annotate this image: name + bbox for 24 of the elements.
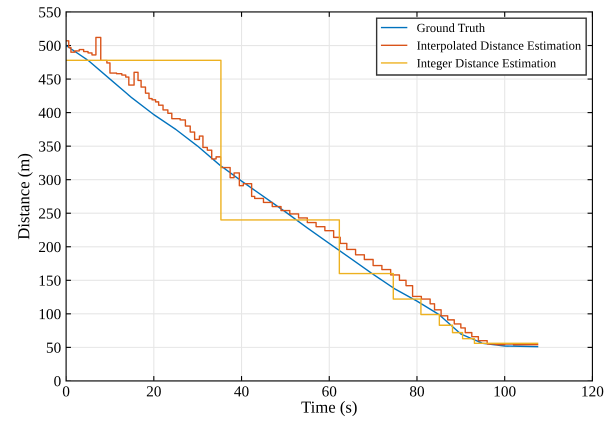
y-axis-title: Distance (m)	[18, 154, 33, 240]
x-tick-label: 60	[322, 386, 336, 397]
y-tick-label: 150	[40, 275, 61, 286]
legend-label: Interpolated Distance Estimation	[417, 40, 581, 52]
y-tick-label: 500	[39, 40, 61, 51]
y-tick-label: 350	[39, 141, 61, 152]
x-tick-label: 0	[62, 386, 70, 397]
y-tick-label: 200	[38, 242, 61, 252]
y-tick-label: 300	[39, 174, 61, 186]
legend-label: Ground Truth	[417, 23, 485, 32]
x-tick-label: 20	[146, 386, 161, 397]
y-tick-label: 550	[39, 7, 61, 18]
x-tick-label: 80	[410, 386, 424, 397]
y-tick-label: 250	[38, 208, 61, 219]
x-axis-title: Time (s)	[301, 401, 357, 416]
y-tick-label: 450	[38, 74, 61, 85]
legend-label: Integer Distance Estimation	[417, 59, 556, 70]
y-tick-label: 0	[54, 376, 61, 386]
y-tick-label: 100	[40, 308, 61, 320]
x-tick-label: 120	[582, 386, 604, 397]
y-tick-label: 400	[38, 108, 61, 118]
x-tick-label: 40	[234, 386, 249, 397]
x-tick-label: 100	[494, 386, 516, 397]
y-tick-label: 50	[46, 342, 61, 353]
